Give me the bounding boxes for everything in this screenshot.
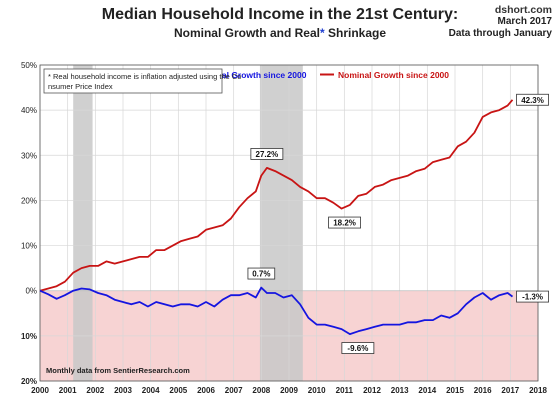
callout-label: -1.3%: [522, 293, 543, 302]
x-tick-label: 2001: [59, 386, 77, 395]
plot-frame: [39, 64, 539, 382]
x-tick-label: 2012: [363, 386, 381, 395]
subtitle-part1: Nominal Growth and Real: [173, 26, 320, 40]
real-growth-line: [39, 286, 514, 336]
data-source: Monthly data from SentierResearch.com: [46, 366, 190, 375]
callout-box: [516, 93, 549, 106]
note-line-1: Real household income is inflation adjus…: [53, 72, 241, 81]
callout-0.7pct: 0.7%: [247, 267, 276, 280]
legend-label: Real Growth since 2000: [211, 70, 307, 80]
site-name: dshort.com: [494, 4, 552, 16]
x-tick-label: 2004: [142, 386, 160, 395]
nominal-growth-line: [39, 99, 514, 292]
note-line-2: nsumer Price Index: [48, 82, 113, 91]
x-tick-label: 2011: [336, 386, 354, 395]
x-tick-label: 2013: [391, 386, 409, 395]
x-tick-label: 2015: [446, 386, 464, 395]
callout-box: [247, 267, 276, 280]
y-tick-label: 50%: [21, 61, 37, 70]
x-tick-label: 2018: [529, 386, 547, 395]
callout-18.2pct: 18.2%: [328, 216, 361, 229]
x-tick-label: 2016: [474, 386, 492, 395]
callout-neg1.3pct: -1.3%: [516, 290, 549, 303]
callout-label: 27.2%: [256, 150, 279, 159]
y-tick-label: 20%: [21, 196, 37, 205]
callout-label: 0.7%: [252, 270, 270, 279]
note-box: [43, 68, 223, 94]
legend-item-nominal: Nominal Growth since 2000: [320, 70, 449, 80]
x-tick-label: 2007: [225, 386, 243, 395]
subtitle-part2: Shrinkage: [328, 26, 387, 40]
callout-label: 42.3%: [521, 96, 544, 105]
callout-box: [250, 148, 284, 160]
y-tick-label: 30%: [21, 151, 37, 160]
publish-date: March 2017: [497, 16, 552, 27]
callout-42.3pct: 42.3%: [516, 93, 549, 106]
callout-box: [516, 290, 549, 303]
corner-info: dshort.com March 2017 Data through Janua…: [449, 4, 552, 40]
y-tick-label: 10%: [21, 242, 37, 251]
inflation-note: * Real household income is inflation adju…: [43, 68, 241, 94]
legend-label: Nominal Growth since 2000: [338, 70, 449, 80]
callout-27.2pct: 27.2%: [250, 148, 284, 160]
x-tick-label: 2010: [308, 386, 326, 395]
callout-label: -9.6%: [347, 344, 368, 353]
subtitle-star: *: [319, 26, 325, 40]
y-tick-label: 40%: [21, 106, 37, 115]
y-tick-label: 20%: [21, 377, 37, 386]
chart-title: Median Household Income in the 21st Cent…: [101, 6, 459, 23]
x-tick-label: 2014: [418, 386, 436, 395]
chart-subtitle: Nominal Growth and Real* Shrinkage: [0, 26, 560, 40]
x-tick-label: 2006: [197, 386, 215, 395]
recession-band-2: [259, 65, 303, 381]
recession-band-1: [73, 65, 93, 381]
x-tick-label: 2008: [252, 386, 270, 395]
x-tick-label: 2017: [501, 386, 519, 395]
y-tick-label: 0%: [25, 287, 37, 296]
y-tick-label: 10%: [21, 332, 37, 341]
data-note: Data through January: [448, 28, 552, 39]
note-star: *: [48, 72, 51, 81]
callout-box: [328, 216, 361, 229]
x-tick-label: 2009: [280, 386, 298, 395]
x-tick-label: 2000: [31, 386, 49, 395]
x-tick-label: 2003: [114, 386, 132, 395]
callout-label: 18.2%: [333, 219, 356, 228]
x-tick-label: 2005: [169, 386, 187, 395]
callout-box: [341, 342, 375, 354]
x-tick-label: 2002: [86, 386, 104, 395]
callout-neg9.6pct: -9.6%: [341, 342, 375, 354]
